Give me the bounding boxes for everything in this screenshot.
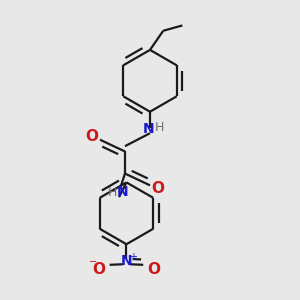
Text: +: + [129,252,137,262]
Text: O: O [147,262,160,277]
Text: N: N [121,254,133,268]
Text: O: O [85,129,98,144]
Text: O: O [152,182,165,196]
Text: O: O [93,262,106,277]
Text: H: H [108,186,117,199]
Text: N: N [143,122,154,136]
Text: N: N [117,185,129,199]
Text: H: H [155,122,164,134]
Text: −: − [89,257,97,267]
